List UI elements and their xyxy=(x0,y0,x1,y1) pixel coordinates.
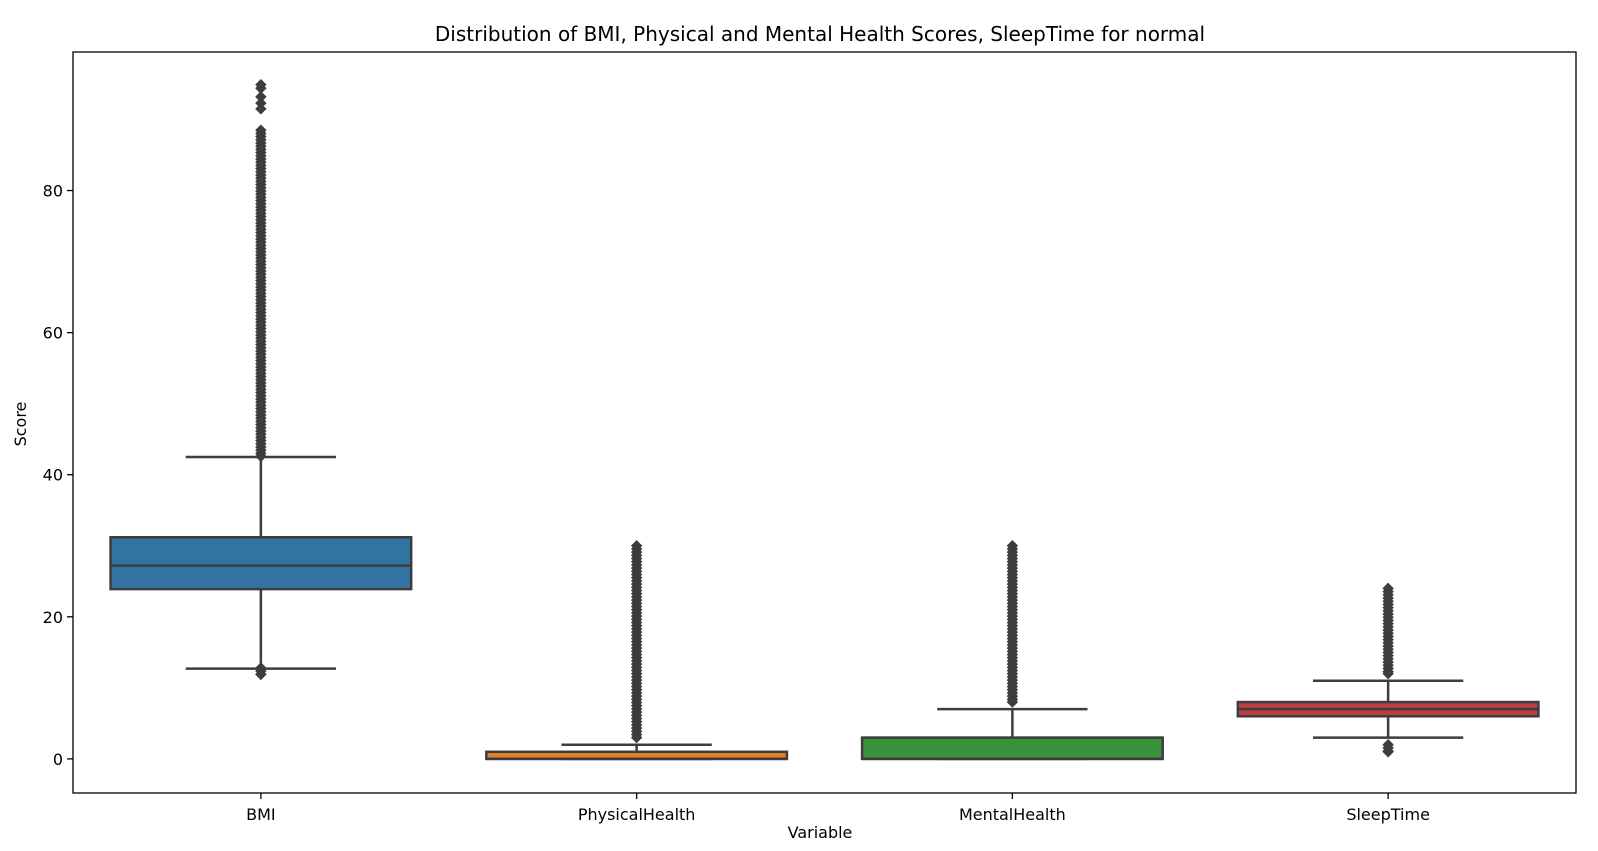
axes-frame xyxy=(72,51,1577,794)
outlier-point xyxy=(1382,667,1394,680)
y-tick-label: 60 xyxy=(43,324,63,343)
x-axis-label: Variable xyxy=(788,823,853,842)
outlier-point xyxy=(630,731,643,744)
x-tick-label: MentalHealth xyxy=(959,805,1066,824)
outlier-point xyxy=(1006,696,1019,708)
y-tick-label: 80 xyxy=(43,182,63,201)
x-tick-label: SleepTime xyxy=(1346,805,1430,824)
y-axis-label: Score xyxy=(11,402,30,447)
x-tick-label: BMI xyxy=(246,805,276,824)
box-BMI xyxy=(109,535,413,591)
outlier-point xyxy=(255,97,267,109)
y-tick-label: 40 xyxy=(43,466,63,485)
box-MentalHealth xyxy=(860,736,1164,761)
y-tick-label: 20 xyxy=(43,608,63,627)
plot-area: BMI PhysicalHealth MentalHealth SleepTime 0 2… xyxy=(43,51,1577,824)
x-tick-label: PhysicalHealth xyxy=(578,805,696,824)
outlier-point xyxy=(255,668,267,681)
outlier-point xyxy=(255,91,267,103)
chart-title: Distribution of BMI, Physical and Mental… xyxy=(435,22,1205,46)
outlier-point xyxy=(255,78,267,91)
outlier-point xyxy=(1382,746,1394,758)
y-tick-label: 0 xyxy=(53,750,63,769)
